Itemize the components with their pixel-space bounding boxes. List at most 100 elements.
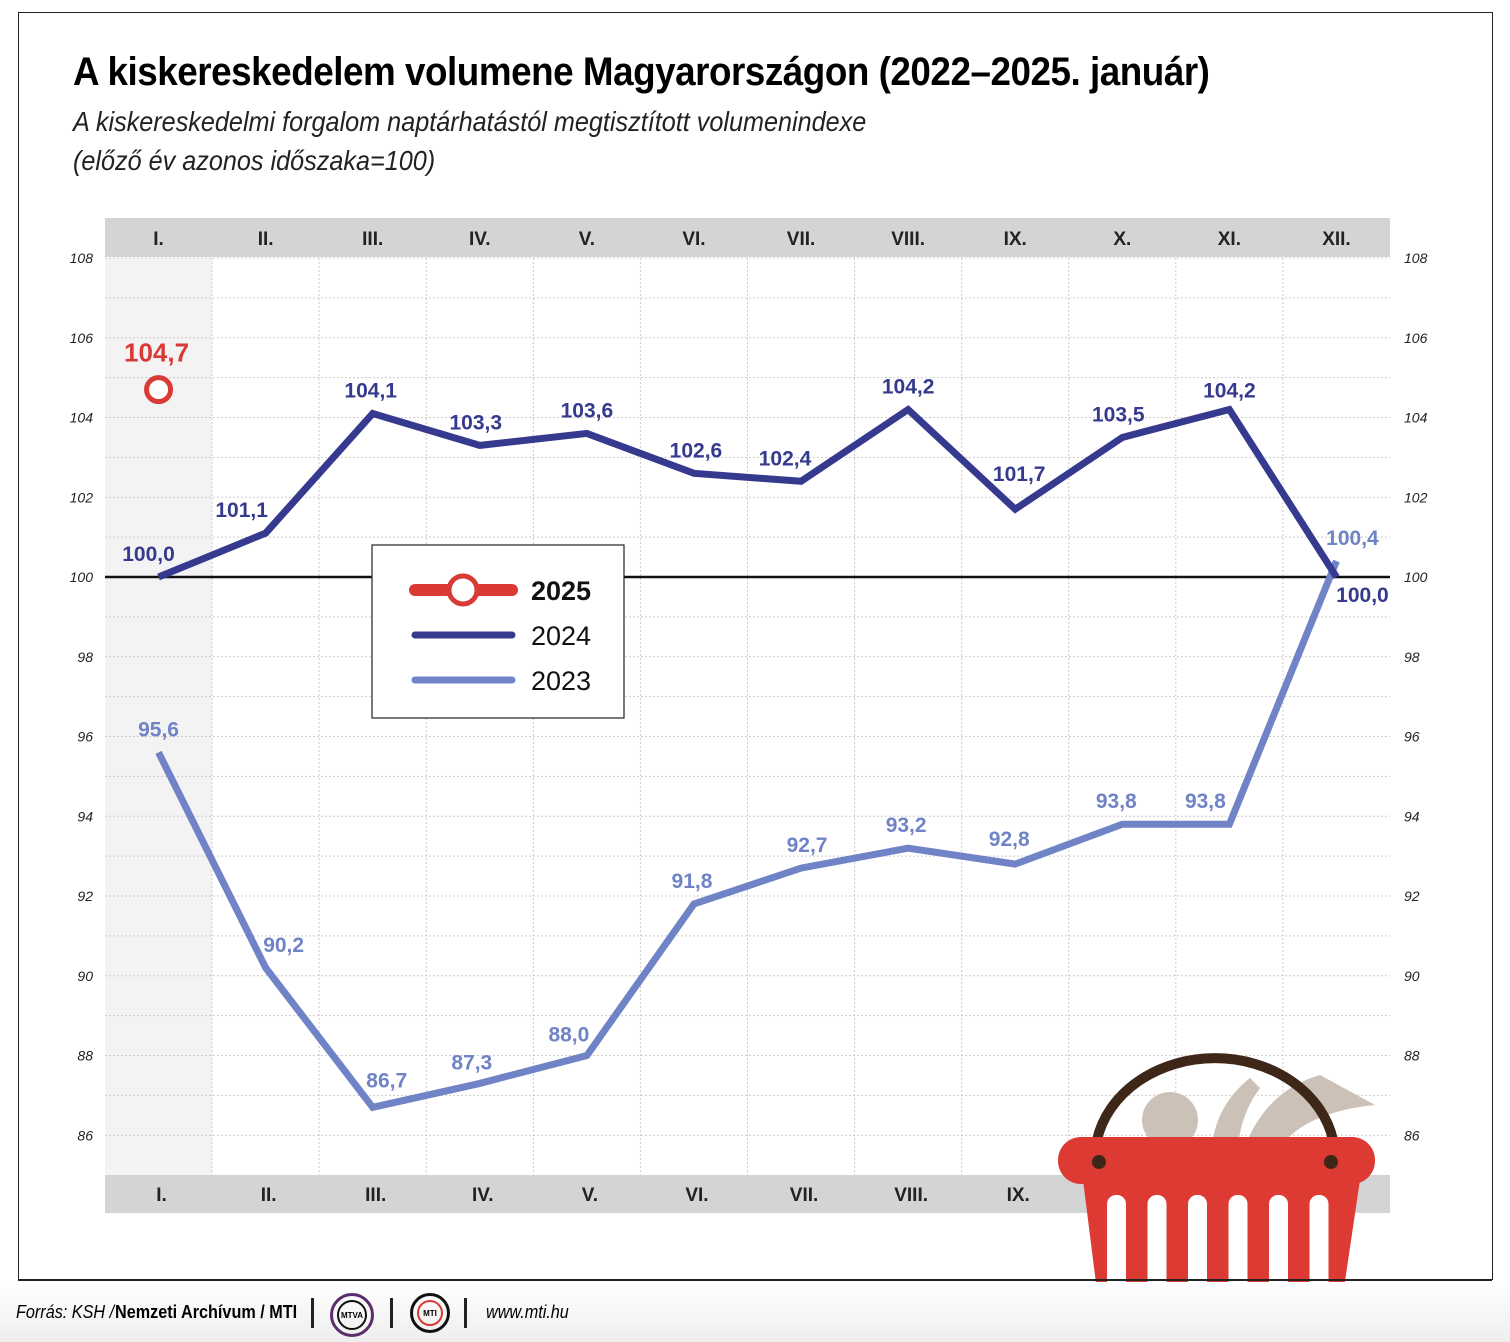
x-tick-label-top: XII. bbox=[1322, 229, 1351, 250]
data-label-2024: 104,2 bbox=[1203, 380, 1256, 403]
data-label-2024: 102,6 bbox=[670, 439, 723, 462]
y-tick-label-right: 94 bbox=[1404, 808, 1420, 824]
data-label-2023: 90,2 bbox=[263, 934, 304, 957]
basket-part bbox=[1058, 1137, 1375, 1184]
x-tick-label-top: X. bbox=[1113, 229, 1131, 250]
legend-label-2023: 2023 bbox=[531, 666, 591, 696]
data-point-2025 bbox=[144, 375, 174, 405]
y-tick-label-right: 108 bbox=[1404, 250, 1428, 266]
basket-part bbox=[1142, 1092, 1198, 1148]
data-label-2024: 102,4 bbox=[759, 447, 812, 470]
basket-part bbox=[1188, 1195, 1207, 1305]
highlight-column bbox=[105, 258, 213, 1175]
y-tick-label-left: 104 bbox=[70, 410, 94, 426]
y-tick-label-left: 108 bbox=[70, 250, 94, 266]
y-tick-label-left: 92 bbox=[77, 888, 93, 904]
data-label-2023: 92,7 bbox=[787, 834, 828, 857]
data-label-2024: 101,1 bbox=[215, 499, 268, 522]
basket-part bbox=[1309, 1195, 1329, 1305]
x-tick-label-bottom: VIII. bbox=[894, 1185, 928, 1206]
data-label-2023: 93,8 bbox=[1096, 790, 1137, 813]
y-tick-label-left: 102 bbox=[70, 489, 94, 505]
y-tick-label-left: 86 bbox=[77, 1127, 93, 1143]
data-label-2023: 92,8 bbox=[989, 828, 1030, 851]
y-tick-label-left: 90 bbox=[77, 968, 93, 984]
legend-label-2024: 2024 bbox=[531, 621, 591, 651]
divider bbox=[311, 1298, 314, 1328]
x-axis-band-top bbox=[105, 218, 1390, 257]
data-label-2024: 104,1 bbox=[344, 380, 397, 403]
y-tick-label-left: 106 bbox=[70, 330, 94, 346]
basket-part bbox=[1269, 1195, 1288, 1305]
x-tick-label-bottom: IV. bbox=[472, 1185, 494, 1206]
basket-part bbox=[1040, 1276, 1070, 1280]
x-tick-label-top: III. bbox=[362, 229, 383, 250]
data-label-2024: 103,3 bbox=[450, 411, 503, 434]
divider bbox=[18, 1279, 1492, 1281]
y-tick-label-right: 88 bbox=[1404, 1048, 1420, 1064]
x-tick-label-bottom: II. bbox=[261, 1185, 277, 1206]
legend-marker-2025 bbox=[446, 573, 480, 607]
x-tick-label-bottom: I. bbox=[156, 1185, 167, 1206]
data-label-2024: 103,5 bbox=[1092, 403, 1145, 426]
data-label-2024: 104,2 bbox=[882, 376, 935, 399]
y-tick-label-right: 96 bbox=[1404, 729, 1420, 745]
y-tick-label-right: 104 bbox=[1404, 410, 1428, 426]
data-label-2023: 93,8 bbox=[1185, 790, 1226, 813]
source-text: Forrás: KSH / bbox=[16, 1302, 115, 1322]
y-tick-label-right: 106 bbox=[1404, 330, 1428, 346]
x-tick-label-top: IV. bbox=[469, 229, 491, 250]
x-tick-label-bottom: V. bbox=[582, 1185, 598, 1206]
footer bbox=[0, 1282, 1510, 1342]
data-label-2023: 86,7 bbox=[366, 1069, 407, 1092]
y-tick-label-left: 100 bbox=[70, 569, 94, 585]
x-tick-label-top: XI. bbox=[1218, 229, 1241, 250]
data-label-2023: 88,0 bbox=[548, 1024, 589, 1047]
x-tick-label-top: I. bbox=[153, 229, 164, 250]
y-tick-label-right: 98 bbox=[1404, 649, 1420, 665]
data-label-2025: 104,7 bbox=[124, 338, 189, 368]
x-tick-label-bottom: VI. bbox=[685, 1185, 708, 1206]
basket-part bbox=[1092, 1053, 1338, 1142]
x-tick-label-top: IX. bbox=[1004, 229, 1027, 250]
x-tick-label-top: VII. bbox=[787, 229, 816, 250]
legend-label-2025: 2025 bbox=[531, 576, 591, 606]
series-line-2023 bbox=[155, 559, 1340, 1112]
x-tick-label-bottom: III. bbox=[365, 1185, 386, 1206]
y-tick-label-right: 86 bbox=[1404, 1127, 1420, 1143]
y-tick-label-right: 92 bbox=[1404, 888, 1420, 904]
chart-title: A kiskereskedelem volumene Magyarországo… bbox=[73, 50, 1210, 94]
data-label-2023: 93,2 bbox=[886, 814, 927, 837]
series-line-2024 bbox=[157, 405, 1340, 581]
basket-part bbox=[1324, 1155, 1338, 1169]
basket-part bbox=[1092, 1155, 1106, 1169]
chart-subtitle-2: (előző év azonos időszaka=100) bbox=[73, 145, 436, 176]
x-tick-label-top: V. bbox=[579, 229, 595, 250]
chart-subtitle-1: A kiskereskedelmi forgalom naptárhatástó… bbox=[73, 106, 867, 137]
y-tick-label-right: 100 bbox=[1404, 569, 1428, 585]
basket-part bbox=[1228, 1195, 1248, 1305]
data-label-2023: 91,8 bbox=[672, 870, 713, 893]
x-tick-label-top: VIII. bbox=[891, 229, 925, 250]
data-label-2023: 87,3 bbox=[451, 1051, 492, 1074]
data-label-2024: 101,7 bbox=[993, 463, 1046, 486]
chart-frame bbox=[18, 12, 1493, 1280]
data-label-2024: 103,6 bbox=[561, 399, 614, 422]
archive-text: Nemzeti Archívum / MTI bbox=[115, 1302, 298, 1322]
x-tick-label-bottom: IX. bbox=[1007, 1185, 1030, 1206]
x-tick-label-bottom: VII. bbox=[790, 1185, 819, 1206]
y-tick-label-left: 94 bbox=[77, 808, 93, 824]
divider bbox=[390, 1298, 393, 1328]
data-label-2023: 100,4 bbox=[1326, 527, 1379, 550]
y-tick-label-left: 98 bbox=[77, 649, 93, 665]
mti-logo: MTI bbox=[410, 1293, 450, 1333]
y-tick-label-right: 90 bbox=[1404, 968, 1420, 984]
mtva-logo: MTVA bbox=[330, 1293, 374, 1337]
y-tick-label-right: 102 bbox=[1404, 489, 1428, 505]
y-tick-label-left: 88 bbox=[77, 1048, 93, 1064]
basket-part bbox=[1107, 1195, 1126, 1305]
data-label-2024: 100,0 bbox=[1336, 584, 1389, 607]
url-text: www.mti.hu bbox=[486, 1302, 569, 1322]
divider bbox=[464, 1298, 467, 1328]
